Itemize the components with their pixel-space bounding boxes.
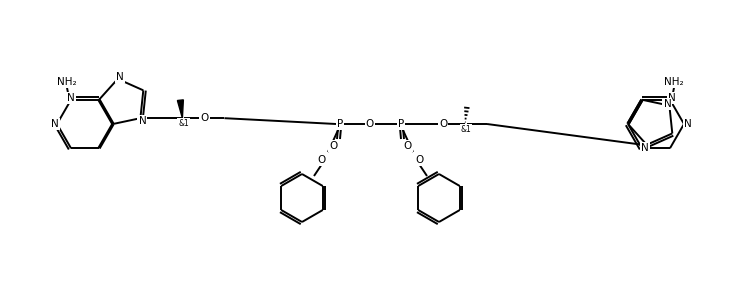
Polygon shape [177, 100, 183, 118]
Text: O: O [404, 141, 412, 151]
Text: N: N [663, 99, 671, 109]
Text: O: O [439, 119, 447, 129]
Text: &1: &1 [178, 119, 189, 128]
Text: N: N [51, 119, 59, 129]
Text: O: O [329, 141, 337, 151]
Text: P: P [337, 119, 343, 129]
Text: O: O [200, 113, 208, 123]
Text: O: O [318, 155, 326, 165]
Text: N: N [684, 119, 692, 129]
Text: &1: &1 [461, 124, 471, 134]
Text: N: N [668, 93, 676, 103]
Text: N: N [641, 143, 648, 153]
Text: N: N [139, 116, 146, 126]
Text: O: O [366, 119, 374, 129]
Text: O: O [415, 155, 423, 165]
Text: NH₂: NH₂ [664, 77, 684, 87]
Text: NH₂: NH₂ [57, 77, 77, 87]
Text: N: N [116, 72, 124, 82]
Text: N: N [67, 93, 75, 103]
Text: P: P [398, 119, 404, 129]
